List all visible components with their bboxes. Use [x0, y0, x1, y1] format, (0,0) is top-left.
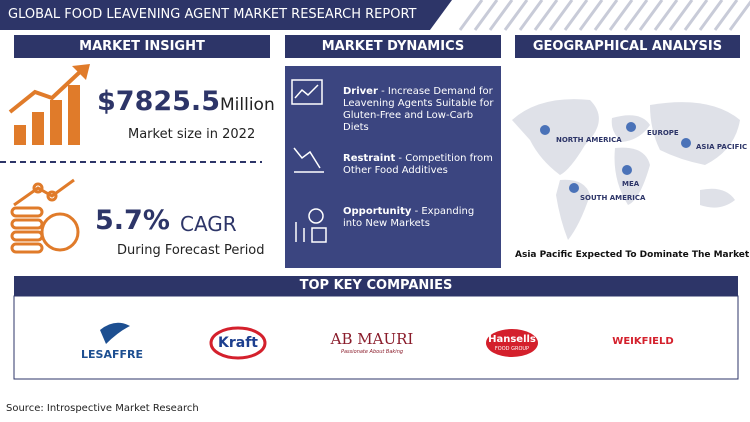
cagr-icon: [10, 178, 80, 254]
map-pins: [540, 122, 691, 193]
item-text: - Increase Demand for Leavening Agents S…: [343, 86, 494, 133]
region-label: EUROPE: [647, 129, 679, 137]
size-label: Market size in 2022: [128, 127, 256, 142]
item-label: Driver: [343, 86, 378, 97]
dynamics-item: Opportunity - Expanding into New Markets: [343, 206, 495, 230]
section-heading: MARKET DYNAMICS: [285, 35, 501, 58]
cagr-label: During Forecast Period: [117, 243, 265, 258]
dynamics-item: Driver - Increase Demand for Leavening A…: [343, 86, 495, 134]
section-heading: MARKET INSIGHT: [14, 35, 270, 58]
logo-tagline: Passionate About Baking: [340, 349, 404, 355]
cagr-suffix: CAGR: [180, 212, 237, 236]
cagr: 5.7%: [95, 205, 170, 236]
company-logo: LESAFFRE: [81, 348, 143, 361]
region-label: SOUTH AMERICA: [580, 194, 646, 202]
item-text: - Expanding into New Markets: [343, 206, 475, 229]
market-size: $7825.5: [97, 86, 220, 117]
company-logo: Hansells: [488, 334, 536, 345]
logo-tagline: FOOD GROUP: [494, 346, 530, 352]
companies-box: [13, 295, 739, 380]
dynamics-item: Restraint - Competition from Other Food …: [343, 153, 495, 177]
section-heading: TOP KEY COMPANIES: [14, 276, 738, 296]
item-text: - Competition from Other Food Additives: [343, 153, 493, 176]
lesaffre-bird: [100, 322, 130, 344]
region-label: NORTH AMERICA: [556, 136, 622, 144]
geo-note: Asia Pacific Expected To Dominate The Ma…: [515, 250, 750, 260]
company-logo: AB MAURI: [330, 330, 414, 348]
region-label: ASIA PACIFIC: [696, 143, 748, 151]
source: Source: Introspective Market Research: [6, 403, 199, 414]
company-logo: WEIKFIELD: [612, 336, 674, 347]
world-map: [512, 99, 740, 240]
section-heading: GEOGRAPHICAL ANALYSIS: [515, 35, 740, 58]
title: GLOBAL FOOD LEAVENING AGENT MARKET RESEA…: [8, 7, 417, 22]
stripes: [458, 0, 750, 31]
size-unit: Million: [220, 95, 275, 115]
dynamics-icons: [291, 79, 327, 243]
dynamics-panel: [285, 66, 501, 268]
growth-icon: [8, 64, 90, 145]
company-logo: Kraft: [218, 335, 258, 351]
region-label: MEA: [622, 180, 640, 188]
hansells-oval: [486, 329, 538, 357]
item-label: Restraint: [343, 153, 396, 164]
item-label: Opportunity: [343, 206, 412, 217]
kraft-oval: [209, 326, 267, 360]
title-bar: [0, 0, 452, 30]
